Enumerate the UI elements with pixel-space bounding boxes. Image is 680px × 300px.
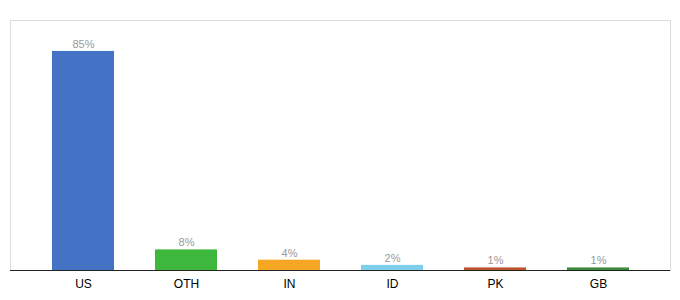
svg-text:US: US [75,277,92,291]
svg-text:85%: 85% [72,38,94,50]
svg-text:OTH: OTH [174,277,199,291]
svg-text:1%: 1% [591,254,607,266]
svg-text:PK: PK [487,277,503,291]
svg-text:GB: GB [590,277,607,291]
svg-text:IN: IN [284,277,296,291]
svg-text:4%: 4% [282,247,298,259]
svg-text:ID: ID [387,277,399,291]
svg-text:8%: 8% [179,236,195,248]
svg-text:2%: 2% [385,252,401,264]
svg-text:1%: 1% [488,254,504,266]
